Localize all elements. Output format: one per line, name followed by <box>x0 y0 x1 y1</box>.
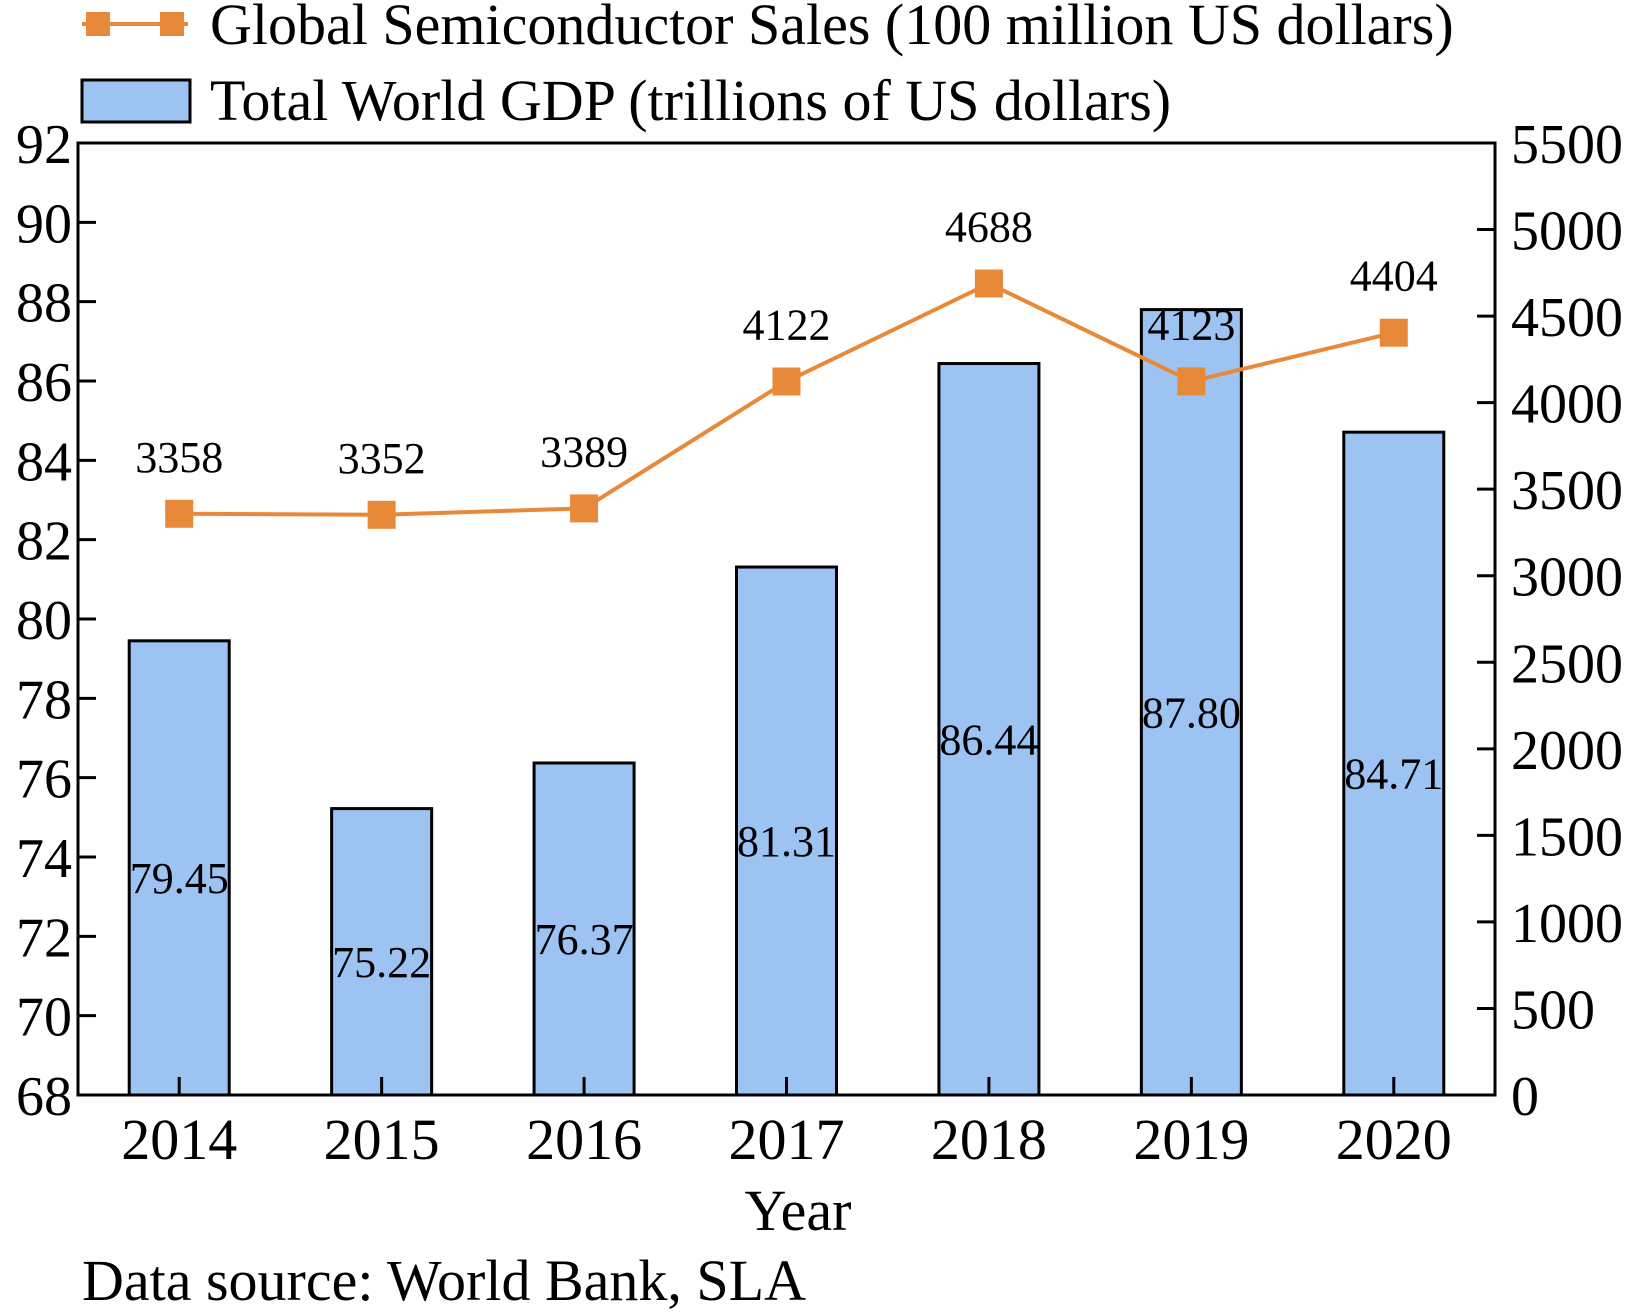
left-axis-ticks: 68 70 72 74 76 78 80 82 84 86 88 90 92 <box>16 114 96 1128</box>
bar-2017 <box>735 565 838 1097</box>
bar-label-2017: 81.31 <box>737 817 836 866</box>
legend-label-bar: Total World GDP (trillions of US dollars… <box>210 68 1171 133</box>
line-point-2019 <box>1177 367 1206 396</box>
bar-2018 <box>937 362 1041 1097</box>
line-point-2017 <box>772 367 801 396</box>
bar-label-2016: 76.37 <box>535 915 634 964</box>
legend-item-line: Global Semiconductor Sales (100 million … <box>82 0 1454 57</box>
legend-item-bar: Total World GDP (trillions of US dollars… <box>80 68 1171 133</box>
bar-data-labels: 79.45 75.22 76.37 81.31 86.44 87.80 84.71 <box>130 688 1444 987</box>
right-tick-label-5000: 5000 <box>1511 201 1623 263</box>
bar-label-2015: 75.22 <box>332 938 431 987</box>
legend-bar-swatch <box>80 78 192 124</box>
right-tick-label-1500: 1500 <box>1511 806 1623 868</box>
left-tick-label-90: 90 <box>16 193 72 255</box>
left-tick-label-70: 70 <box>16 987 72 1049</box>
left-tick-label-76: 76 <box>16 749 72 811</box>
bar-label-2019: 87.80 <box>1142 688 1241 737</box>
x-tick-label-2019: 2019 <box>1133 1107 1249 1172</box>
line-label-2015: 3352 <box>338 434 426 483</box>
legend-line-marker-right <box>160 12 184 36</box>
bar-label-2020: 84.71 <box>1344 750 1443 799</box>
line-data-labels: 3358 3352 3389 4122 4688 4123 4404 <box>135 203 1438 483</box>
x-tick-label-2017: 2017 <box>729 1107 845 1172</box>
left-tick-label-86: 86 <box>16 352 72 414</box>
line-point-2020 <box>1379 318 1408 347</box>
x-tick-label-2015: 2015 <box>324 1107 440 1172</box>
left-tick-label-88: 88 <box>16 273 72 335</box>
bar-2020 <box>1342 430 1446 1097</box>
right-tick-label-4000: 4000 <box>1511 374 1623 436</box>
right-axis-ticks: 0 500 1000 1500 2000 2500 3000 3500 4000 4500 5000… <box>1477 114 1623 1128</box>
bar-label-2014: 79.45 <box>130 854 229 903</box>
right-tick-label-3500: 3500 <box>1511 460 1623 522</box>
right-tick-label-0: 0 <box>1511 1066 1539 1128</box>
left-tick-label-78: 78 <box>16 669 72 731</box>
legend-line-marker-left <box>86 12 110 36</box>
x-axis-ticks: 2014 2015 2016 2017 2018 2019 2020 <box>121 1077 1452 1172</box>
x-tick-label-2020: 2020 <box>1336 1107 1452 1172</box>
x-tick-label-2014: 2014 <box>121 1107 237 1172</box>
right-tick-label-500: 500 <box>1511 979 1595 1041</box>
left-tick-label-72: 72 <box>16 907 72 969</box>
right-tick-label-2500: 2500 <box>1511 633 1623 695</box>
bar-2015 <box>330 807 434 1097</box>
line-point-2015 <box>367 500 396 529</box>
bar-label-2018: 86.44 <box>939 715 1038 764</box>
x-axis-title: Year <box>745 1178 852 1243</box>
left-tick-label-80: 80 <box>16 590 72 652</box>
line-series <box>165 269 1408 529</box>
line-label-2018: 4688 <box>945 203 1033 252</box>
left-tick-label-68: 68 <box>16 1066 72 1128</box>
line-label-2019: 4123 <box>1147 300 1235 349</box>
legend-label-line: Global Semiconductor Sales (100 million … <box>210 0 1454 57</box>
left-tick-label-74: 74 <box>16 828 72 890</box>
line-point-2018 <box>974 269 1003 298</box>
left-tick-label-84: 84 <box>16 431 72 493</box>
right-tick-label-2000: 2000 <box>1511 720 1623 782</box>
legend: Global Semiconductor Sales (100 million … <box>80 0 1454 133</box>
right-tick-label-1000: 1000 <box>1511 893 1623 955</box>
x-tick-label-2016: 2016 <box>526 1107 642 1172</box>
x-tick-label-2018: 2018 <box>931 1107 1047 1172</box>
line-point-2014 <box>165 499 194 528</box>
line-label-2017: 4122 <box>743 301 831 350</box>
line-label-2014: 3358 <box>135 433 223 482</box>
source-note: Data source: World Bank, SLA <box>82 1248 806 1312</box>
bar-2019 <box>1139 308 1243 1097</box>
left-tick-label-82: 82 <box>16 511 72 573</box>
line-label-2020: 4404 <box>1350 252 1438 301</box>
bar-series <box>127 308 1446 1097</box>
right-tick-label-5500: 5500 <box>1511 114 1623 176</box>
right-tick-label-3000: 3000 <box>1511 547 1623 609</box>
line-label-2016: 3389 <box>540 427 628 476</box>
right-tick-label-4500: 4500 <box>1511 287 1623 349</box>
line-point-2016 <box>570 494 599 523</box>
left-tick-label-92: 92 <box>16 114 72 176</box>
